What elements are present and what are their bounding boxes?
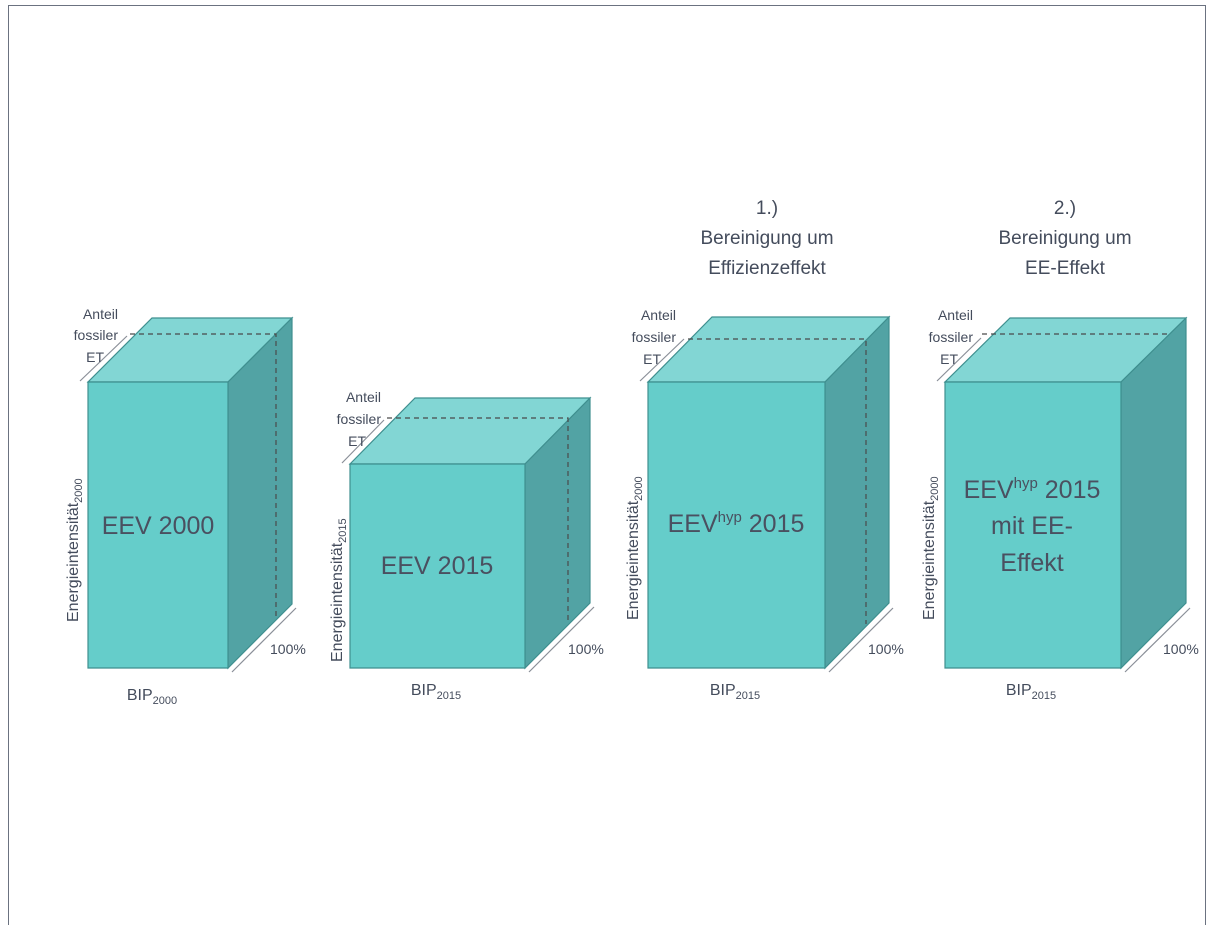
box-eev-2000: Anteil fossiler ET EEV 2000 Energieinten… <box>65 306 306 707</box>
box-1-front-face <box>87 381 229 669</box>
box-eev-2015: Anteil fossiler ET EEV 2015 Energieinten… <box>329 389 604 702</box>
box-4-label-line-3: Effekt <box>1000 549 1064 577</box>
box-eev-hyp-2015: 1.) Bereinigung um Effizienzeffekt Antei… <box>625 198 904 702</box>
box-4-heading-2: Bereinigung um <box>998 228 1131 249</box>
box-2-top-label-3: ET <box>348 433 366 449</box>
box-4-heading-1: 2.) <box>1054 198 1076 219</box>
box-2-top-label-2: fossiler <box>337 411 382 427</box>
box-1-fossil-share-line <box>130 333 277 620</box>
box-4-top-label-1: Anteil <box>938 307 973 323</box>
box-4-top-label-2: fossiler <box>929 329 974 345</box>
box-2-label: EEV 2015 <box>381 552 494 580</box>
box-2-front-face <box>349 463 526 669</box>
box-2-depth-arrow <box>528 606 595 673</box>
box-4-heading-3: EE-Effekt <box>1025 258 1106 279</box>
box-3-depth-arrow <box>828 607 894 673</box>
box-1-label: EEV 2000 <box>102 512 215 540</box>
box-4-depth-label: 100% <box>1163 641 1199 657</box>
box-4-label-line-1: EEVhyp 2015 <box>964 475 1101 504</box>
box-3-heading-1: 1.) <box>756 198 778 219</box>
box-1-top-label-2: fossiler <box>74 327 119 343</box>
box-3-heading-2: Bereinigung um <box>700 228 833 249</box>
box-2-fossil-share-line <box>387 417 569 624</box>
box-4-front-face <box>944 381 1122 669</box>
box-2-horizontal-axis: BIP2015 <box>411 682 461 702</box>
box-1-depth-arrow <box>231 607 297 673</box>
box-3-heading-3: Effizienzeffekt <box>708 258 826 279</box>
diagram-frame <box>8 5 1206 925</box>
box-4-depth-arrow <box>1124 607 1191 673</box>
box-2-depth-label: 100% <box>568 641 604 657</box>
box-1-top-label-3: ET <box>86 349 104 365</box>
box-1-depth-label: 100% <box>270 641 306 657</box>
box-4-horizontal-axis: BIP2015 <box>1006 682 1056 702</box>
box-3-top-label-1: Anteil <box>641 307 676 323</box>
box-eev-hyp-2015-ee: 2.) Bereinigung um EE-Effekt Anteil foss… <box>921 198 1199 702</box>
box-3-top-label-2: fossiler <box>632 329 677 345</box>
box-3-label: EEVhyp 2015 <box>668 509 805 538</box>
box-1-top-label-1: Anteil <box>83 306 118 322</box>
box-3-top-label-3: ET <box>643 351 661 367</box>
box-1-horizontal-axis: BIP2000 <box>127 687 177 707</box>
box-3-top-arrow <box>639 338 685 382</box>
box-2-top-arrow <box>341 419 385 464</box>
box-4-label-line-2: mit EE- <box>991 512 1073 540</box>
box-2-vertical-axis: Energieintensität2015 <box>329 518 349 662</box>
box-1-vertical-axis: Energieintensität2000 <box>65 478 85 622</box>
box-3-horizontal-axis: BIP2015 <box>710 682 760 702</box>
box-3-front-face <box>647 381 826 669</box>
box-3-vertical-axis: Energieintensität2000 <box>625 476 645 620</box>
box-1-top-arrow <box>79 335 128 382</box>
box-2-top-label-1: Anteil <box>346 389 381 405</box>
box-3-depth-label: 100% <box>868 641 904 657</box>
box-4-vertical-axis: Energieintensität2000 <box>921 476 941 620</box>
box-4-top-label-3: ET <box>940 351 958 367</box>
box-4-top-arrow <box>936 337 982 382</box>
